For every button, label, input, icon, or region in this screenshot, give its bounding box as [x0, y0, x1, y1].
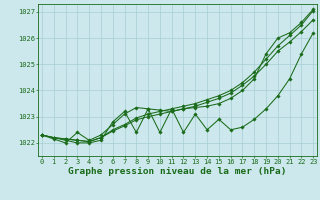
- X-axis label: Graphe pression niveau de la mer (hPa): Graphe pression niveau de la mer (hPa): [68, 167, 287, 176]
